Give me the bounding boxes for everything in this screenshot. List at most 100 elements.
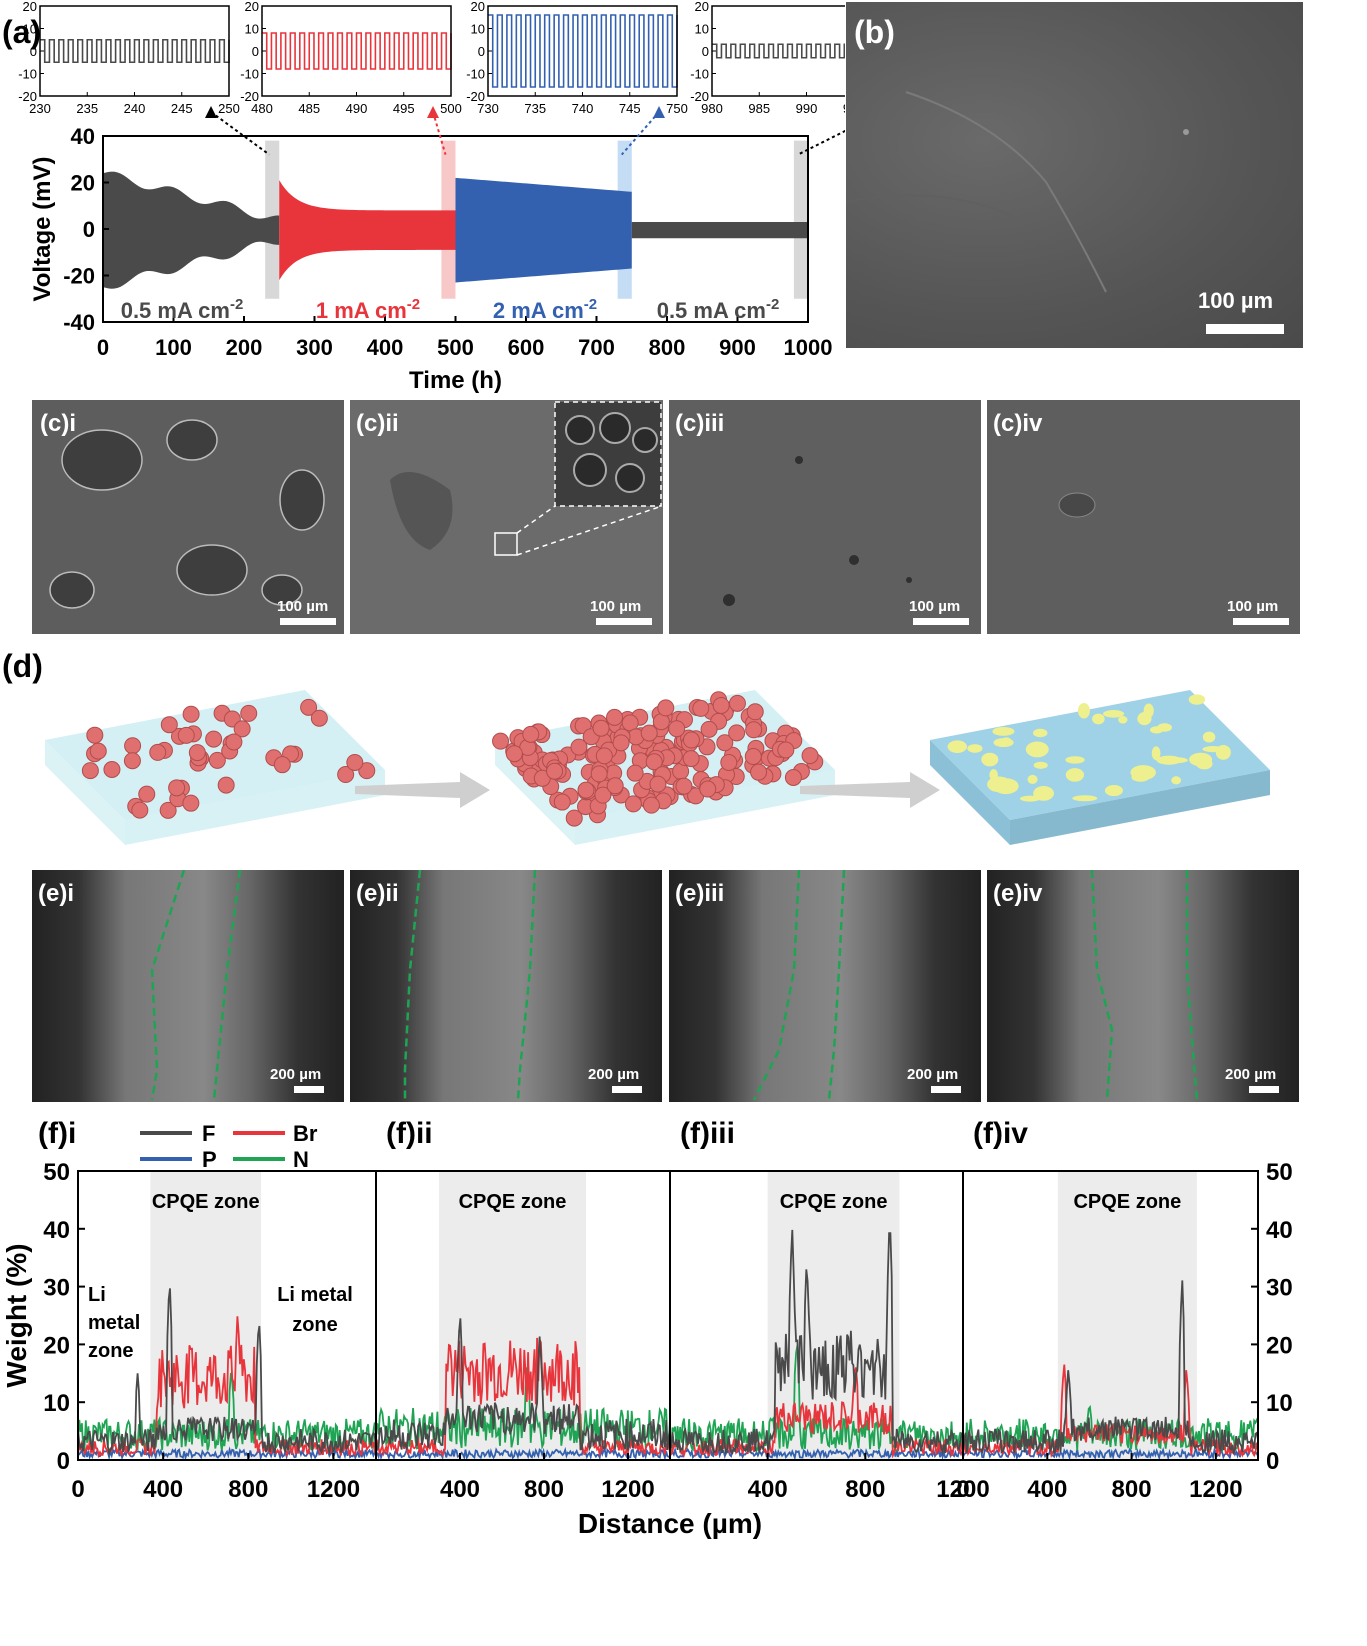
- polymer-domain: [1131, 772, 1150, 782]
- x-tick-label: 400: [440, 1476, 480, 1503]
- ceramic-particle: [649, 775, 667, 793]
- ceramic-particle: [750, 763, 768, 781]
- inset-x-tick-label: 245: [171, 101, 193, 116]
- ceramic-particle: [692, 699, 710, 717]
- polymer-domain: [1102, 709, 1125, 718]
- polymer-domain: [1092, 713, 1105, 725]
- ceramic-particle: [626, 764, 644, 782]
- voltage-series-0: [103, 171, 280, 289]
- polymer-domain: [967, 744, 983, 753]
- polymer-domain: [1065, 756, 1085, 764]
- y-tick-label-right: 20: [1266, 1332, 1293, 1359]
- panel-label-e-iv: (e)iv: [993, 880, 1043, 907]
- series-F-line: [669, 1229, 964, 1457]
- sem-texture: [1058, 492, 1096, 518]
- boundary-line: [752, 870, 801, 1101]
- ceramic-particle: [745, 721, 763, 739]
- scale-bar: [280, 618, 336, 625]
- x-tick-label: 400: [1027, 1476, 1067, 1503]
- scale-bar: [1233, 618, 1289, 625]
- ceramic-particle: [131, 801, 149, 819]
- y-tick-label-right: 10: [1266, 1390, 1293, 1417]
- inset-pointer-arrowhead: [205, 106, 217, 118]
- ceramic-particle: [89, 742, 107, 760]
- ceramic-particle: [606, 708, 624, 726]
- y-axis-label: Voltage (mV): [29, 157, 56, 302]
- polymer-domain: [1151, 746, 1161, 761]
- scale-bar: [913, 618, 969, 625]
- boundary-line: [403, 870, 422, 1100]
- inset-pointer-arrowhead: [427, 106, 439, 118]
- x-tick-label: 0: [71, 1476, 84, 1503]
- panel-label-d: (d): [2, 648, 43, 684]
- ceramic-particle: [642, 796, 660, 814]
- current-density-label: 0.5 mA cm-2: [121, 296, 244, 323]
- panel-a-voltage-chart: 0 100 200 300 400 500 600 700 800 900 1000-40-2002…: [18, 0, 845, 394]
- y-tick-label: 40: [71, 124, 95, 149]
- x-tick-label: 200: [226, 335, 263, 360]
- cpqe-zone-band: [1057, 1171, 1197, 1460]
- ceramic-particle: [346, 753, 364, 771]
- ceramic-particle: [700, 720, 718, 738]
- highlight-window: [793, 140, 808, 299]
- x-tick-label: 600: [508, 335, 545, 360]
- panel-label-c-ii: (c)ii: [356, 410, 399, 437]
- inset-y-tick-label: 0: [478, 44, 485, 59]
- ceramic-particle: [657, 699, 675, 717]
- current-density-label: 2 mA cm-2: [493, 296, 597, 323]
- ceramic-particle: [612, 734, 630, 752]
- panel-b-sem-image: (b) 100 µm: [846, 2, 1303, 348]
- panel-label-e-i: (e)i: [38, 880, 74, 907]
- scale-bar: [1249, 1086, 1279, 1093]
- ceramic-particle: [595, 747, 613, 765]
- inset-y-tick-label: 10: [23, 22, 37, 37]
- inset-y-tick-label: 20: [471, 0, 485, 14]
- ceramic-particle: [801, 747, 819, 765]
- panel-label-c-iii: (c)iii: [675, 410, 725, 437]
- ceramic-particle: [522, 725, 540, 743]
- inset-x-tick-label: 980: [701, 101, 723, 116]
- x-tick-label: 300: [296, 335, 333, 360]
- inset-x-tick-label: 500: [440, 101, 462, 116]
- panel-e-iii-sem-image: (e)iii 200 µm: [669, 870, 981, 1102]
- ceramic-particle: [273, 756, 291, 774]
- polymer-domain: [1202, 731, 1216, 743]
- ceramic-particle: [716, 734, 734, 752]
- slab-front: [575, 770, 835, 845]
- polymer-domain: [1188, 694, 1206, 705]
- x-tick-label: 800: [649, 335, 686, 360]
- x-tick-label: 0: [97, 335, 109, 360]
- polymer-domain: [1033, 761, 1048, 769]
- ceramic-particle: [640, 724, 658, 742]
- polymer-domain: [1027, 774, 1038, 784]
- ceramic-particle: [565, 809, 583, 827]
- panel-label-fiii: (f)iii: [680, 1117, 735, 1150]
- zone-label: CPQE zone: [459, 1191, 567, 1213]
- x-tick-label: 1000: [784, 335, 833, 360]
- y-axis-label: Weight (%): [1, 1243, 32, 1387]
- boundary-line: [1090, 870, 1114, 1101]
- panel-e-i-sem-image: (e)i 200 µm: [32, 870, 344, 1102]
- inset-x-tick-label: 730: [477, 101, 499, 116]
- inset-y-tick-label: -20: [18, 89, 37, 104]
- x-tick-label: 0: [956, 1476, 969, 1503]
- ceramic-particle: [358, 762, 376, 780]
- x-tick-label: 100: [155, 335, 192, 360]
- sem-texture: [49, 419, 325, 609]
- ceramic-particle: [712, 696, 730, 714]
- x-tick-label: 1200: [307, 1476, 360, 1503]
- legend-label-N: N: [293, 1147, 309, 1172]
- inset-pointer-arrow: [210, 111, 270, 156]
- inset-square-wave: [488, 14, 678, 88]
- ceramic-particle: [310, 709, 328, 727]
- series-F-line: [962, 1280, 1259, 1456]
- ceramic-particle: [182, 705, 200, 723]
- panel-label-fiv: (f)iv: [973, 1117, 1028, 1150]
- series-F-line: [77, 1288, 377, 1457]
- inset-pointer-arrow: [620, 111, 660, 156]
- inset-y-tick-label: -10: [466, 67, 485, 82]
- inset-y-tick-label: 10: [471, 22, 485, 37]
- inset-x-tick-label: 250: [218, 101, 240, 116]
- legend-label-P: P: [202, 1147, 217, 1172]
- ceramic-particle: [682, 750, 700, 768]
